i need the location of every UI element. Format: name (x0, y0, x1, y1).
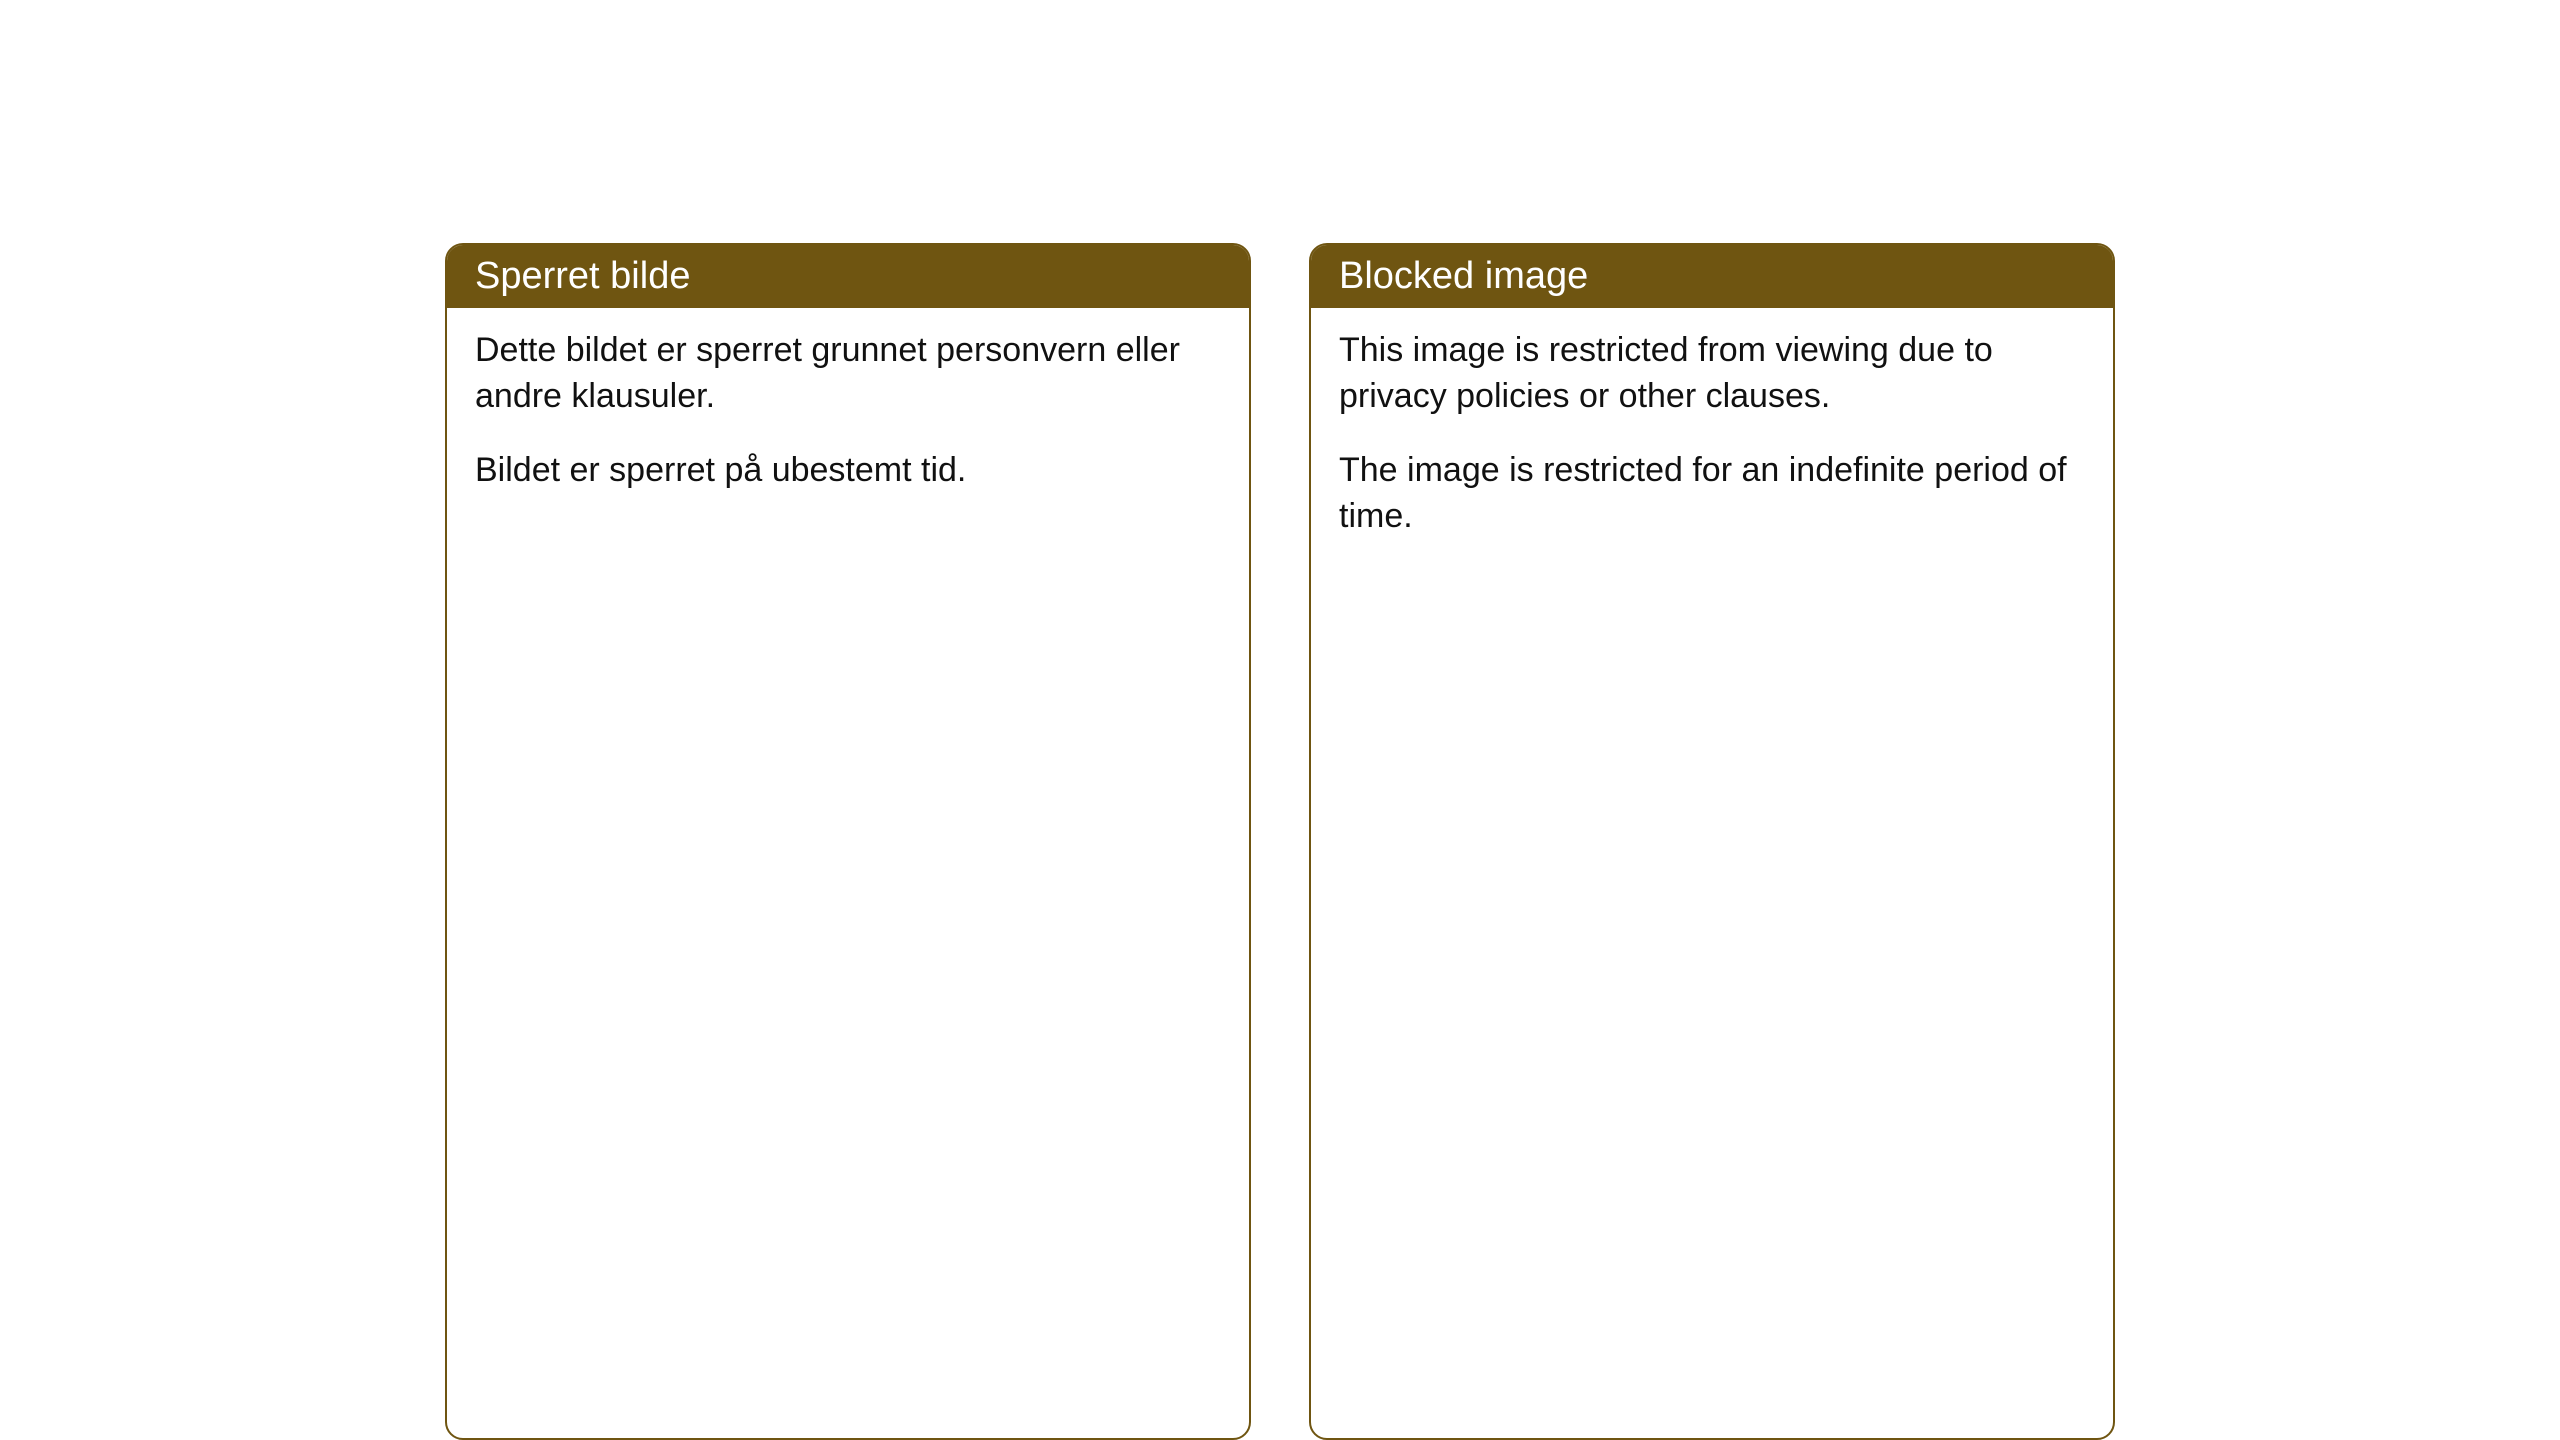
card-paragraph: Bildet er sperret på ubestemt tid. (475, 448, 1221, 494)
card-header-norwegian: Sperret bilde (447, 245, 1249, 308)
card-paragraph: Dette bildet er sperret grunnet personve… (475, 328, 1221, 420)
cards-container: Sperret bilde Dette bildet er sperret gr… (445, 243, 2115, 1440)
card-english: Blocked image This image is restricted f… (1309, 243, 2115, 1440)
card-paragraph: The image is restricted for an indefinit… (1339, 448, 2085, 540)
card-body-english: This image is restricted from viewing du… (1311, 308, 2113, 580)
card-body-norwegian: Dette bildet er sperret grunnet personve… (447, 308, 1249, 534)
card-norwegian: Sperret bilde Dette bildet er sperret gr… (445, 243, 1251, 1440)
card-header-english: Blocked image (1311, 245, 2113, 308)
card-paragraph: This image is restricted from viewing du… (1339, 328, 2085, 420)
